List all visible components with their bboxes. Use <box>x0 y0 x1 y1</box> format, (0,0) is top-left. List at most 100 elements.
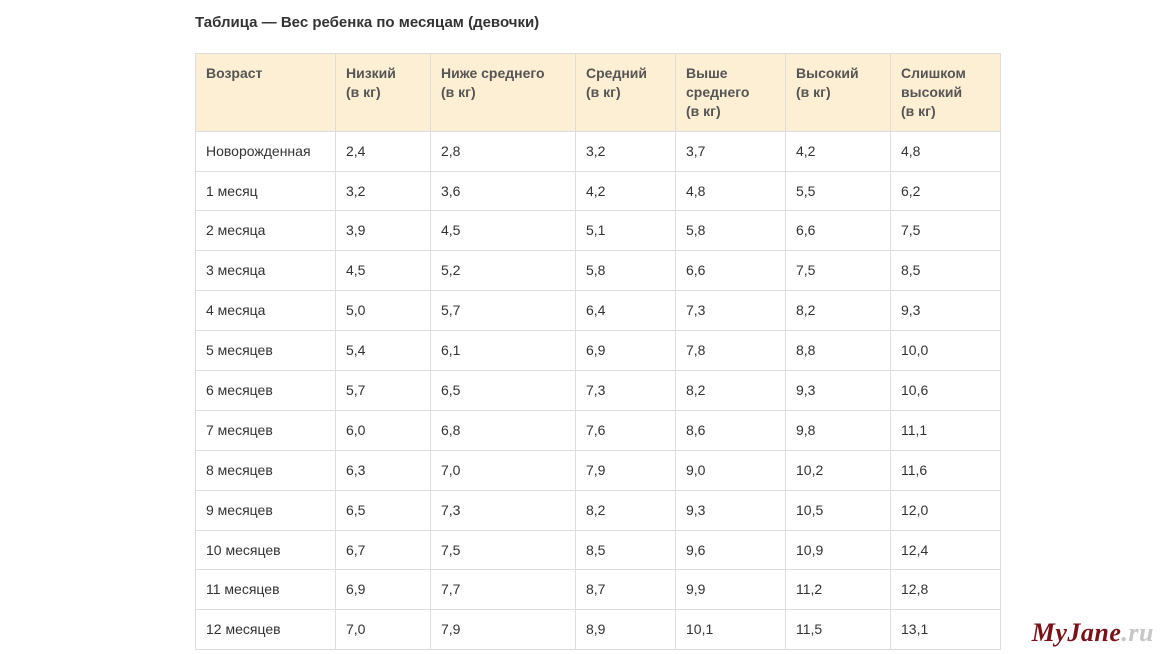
table-cell: 11,2 <box>786 570 891 610</box>
table-cell: 10,6 <box>891 371 1001 411</box>
table-cell: 12,8 <box>891 570 1001 610</box>
table-cell: 10,2 <box>786 450 891 490</box>
table-cell: 12 месяцев <box>196 610 336 650</box>
table-cell: 9,0 <box>676 450 786 490</box>
table-cell: 9,6 <box>676 530 786 570</box>
table-cell: 5,4 <box>336 331 431 371</box>
table-cell: 8,5 <box>891 251 1001 291</box>
table-cell: 5 месяцев <box>196 331 336 371</box>
table-cell: 9,8 <box>786 410 891 450</box>
table-cell: 7,0 <box>431 450 576 490</box>
table-cell: 8,6 <box>676 410 786 450</box>
table-cell: 9,3 <box>786 371 891 411</box>
watermark-left: MyJane <box>1032 618 1122 647</box>
table-cell: 7,7 <box>431 570 576 610</box>
table-cell: 10 месяцев <box>196 530 336 570</box>
table-cell: 10,5 <box>786 490 891 530</box>
table-cell: 6,6 <box>786 211 891 251</box>
table-cell: 11,1 <box>891 410 1001 450</box>
table-row: 3 месяца4,55,25,86,67,58,5 <box>196 251 1001 291</box>
table-row: 10 месяцев6,77,58,59,610,912,4 <box>196 530 1001 570</box>
table-cell: 6,6 <box>676 251 786 291</box>
table-cell: 3,2 <box>336 171 431 211</box>
col-header-avg: Средний(в кг) <box>576 54 676 132</box>
table-cell: 8,7 <box>576 570 676 610</box>
table-cell: 7 месяцев <box>196 410 336 450</box>
table-cell: 3 месяца <box>196 251 336 291</box>
table-cell: 7,6 <box>576 410 676 450</box>
table-cell: 5,8 <box>676 211 786 251</box>
table-cell: 7,5 <box>891 211 1001 251</box>
table-cell: 6,3 <box>336 450 431 490</box>
table-cell: 4,5 <box>431 211 576 251</box>
table-row: Новорожденная2,42,83,23,74,24,8 <box>196 131 1001 171</box>
table-cell: 7,9 <box>576 450 676 490</box>
table-cell: 6,9 <box>336 570 431 610</box>
table-row: 6 месяцев5,76,57,38,29,310,6 <box>196 371 1001 411</box>
table-cell: 8,9 <box>576 610 676 650</box>
table-cell: 7,8 <box>676 331 786 371</box>
table-cell: 9 месяцев <box>196 490 336 530</box>
table-row: 8 месяцев6,37,07,99,010,211,6 <box>196 450 1001 490</box>
table-cell: 9,9 <box>676 570 786 610</box>
table-row: 1 месяц3,23,64,24,85,56,2 <box>196 171 1001 211</box>
table-cell: 3,6 <box>431 171 576 211</box>
col-header-age: Возраст <box>196 54 336 132</box>
table-cell: 2,8 <box>431 131 576 171</box>
table-cell: 3,7 <box>676 131 786 171</box>
watermark: MyJane.ru <box>1032 618 1154 648</box>
table-cell: 8,8 <box>786 331 891 371</box>
table-cell: 8 месяцев <box>196 450 336 490</box>
table-cell: 5,5 <box>786 171 891 211</box>
table-cell: 8,2 <box>676 371 786 411</box>
table-cell: Новорожденная <box>196 131 336 171</box>
table-cell: 6,5 <box>431 371 576 411</box>
table-row: 7 месяцев6,06,87,68,69,811,1 <box>196 410 1001 450</box>
table-title: Таблица — Вес ребенка по месяцам (девочк… <box>195 14 1162 31</box>
table-cell: 11,5 <box>786 610 891 650</box>
table-cell: 4 месяца <box>196 291 336 331</box>
table-cell: 7,9 <box>431 610 576 650</box>
col-header-above-avg: Выше среднего(в кг) <box>676 54 786 132</box>
table-row: 12 месяцев7,07,98,910,111,513,1 <box>196 610 1001 650</box>
table-cell: 3,2 <box>576 131 676 171</box>
table-cell: 7,5 <box>786 251 891 291</box>
table-cell: 2,4 <box>336 131 431 171</box>
table-row: 11 месяцев6,97,78,79,911,212,8 <box>196 570 1001 610</box>
table-cell: 5,2 <box>431 251 576 291</box>
table-cell: 13,1 <box>891 610 1001 650</box>
table-cell: 9,3 <box>676 490 786 530</box>
col-header-below-avg: Ниже среднего(в кг) <box>431 54 576 132</box>
table-cell: 6 месяцев <box>196 371 336 411</box>
table-cell: 10,0 <box>891 331 1001 371</box>
table-cell: 3,9 <box>336 211 431 251</box>
table-cell: 7,3 <box>676 291 786 331</box>
table-cell: 7,0 <box>336 610 431 650</box>
table-cell: 12,4 <box>891 530 1001 570</box>
table-cell: 4,8 <box>676 171 786 211</box>
table-cell: 4,8 <box>891 131 1001 171</box>
table-cell: 6,0 <box>336 410 431 450</box>
table-cell: 8,5 <box>576 530 676 570</box>
table-cell: 6,7 <box>336 530 431 570</box>
table-cell: 5,8 <box>576 251 676 291</box>
watermark-right: .ru <box>1121 618 1154 647</box>
table-cell: 10,1 <box>676 610 786 650</box>
table-cell: 12,0 <box>891 490 1001 530</box>
table-cell: 5,7 <box>431 291 576 331</box>
col-header-low: Низкий(в кг) <box>336 54 431 132</box>
table-cell: 11,6 <box>891 450 1001 490</box>
table-cell: 7,5 <box>431 530 576 570</box>
table-cell: 7,3 <box>576 371 676 411</box>
table-cell: 6,5 <box>336 490 431 530</box>
table-row: 9 месяцев6,57,38,29,310,512,0 <box>196 490 1001 530</box>
table-cell: 8,2 <box>576 490 676 530</box>
table-cell: 7,3 <box>431 490 576 530</box>
table-cell: 6,1 <box>431 331 576 371</box>
table-cell: 8,2 <box>786 291 891 331</box>
table-cell: 6,2 <box>891 171 1001 211</box>
table-cell: 4,5 <box>336 251 431 291</box>
col-header-high: Высокий(в кг) <box>786 54 891 132</box>
table-cell: 6,4 <box>576 291 676 331</box>
table-header-row: Возраст Низкий(в кг) Ниже среднего(в кг)… <box>196 54 1001 132</box>
